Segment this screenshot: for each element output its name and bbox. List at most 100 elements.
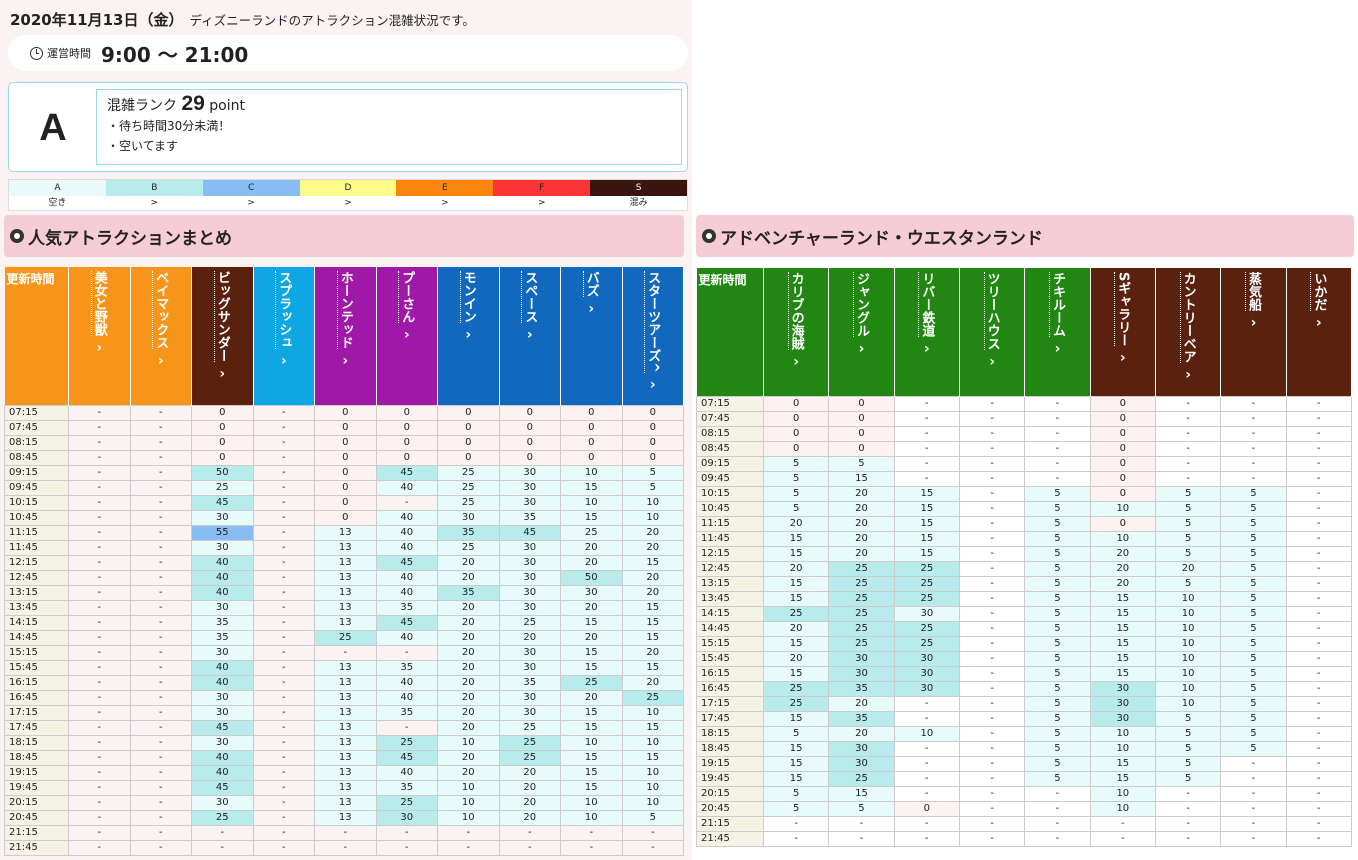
wait-time-cell: - [1154, 440, 1222, 457]
wait-time-cell: - [828, 815, 895, 832]
wait-time-cell: 0 [498, 404, 561, 421]
time-cell: 08:15 [4, 434, 69, 451]
attraction-header-link[interactable]: ベイマックス › [130, 267, 192, 405]
wait-time-cell: 20 [621, 569, 684, 586]
wait-time-cell: - [129, 554, 192, 571]
bullet-icon [702, 229, 716, 243]
attraction-header-link[interactable]: ビッグサンダー › [191, 267, 254, 405]
wait-time-cell: 35 [437, 524, 500, 541]
attraction-header-link[interactable]: リバー鉄道 › [894, 268, 960, 396]
wait-time-cell: - [1024, 785, 1091, 802]
wait-time-cell: - [893, 830, 960, 847]
wait-time-cell: 30 [893, 605, 960, 622]
wait-time-cell: 15 [1089, 650, 1156, 667]
wait-time-cell: - [129, 659, 192, 676]
time-cell: 21:45 [696, 830, 764, 847]
time-cell: 13:45 [4, 599, 69, 616]
time-cell: 20:15 [4, 794, 69, 811]
wait-time-cell: - [958, 590, 1026, 607]
hours-label: 運営時間 [47, 47, 91, 60]
wait-time-cell: - [1024, 815, 1091, 832]
wait-time-cell: 10 [621, 704, 684, 721]
wait-time-cell: - [1220, 830, 1287, 847]
wait-time-cell: - [1220, 800, 1287, 817]
wait-time-cell: 30 [1089, 695, 1156, 712]
attraction-name: 蒸気船 [1244, 272, 1261, 311]
chevron-right-icon: › [858, 341, 865, 357]
wait-time-cell: - [1285, 665, 1353, 682]
wait-time-cell: - [958, 575, 1026, 592]
wait-time-cell: - [375, 839, 438, 856]
wait-time-cell: 30 [828, 755, 895, 772]
attraction-header-link[interactable]: 美女と野獣 › [68, 267, 131, 405]
wait-time-cell: 45 [375, 749, 438, 766]
attraction-header-link[interactable]: モンイン › [437, 267, 500, 405]
table-row: 08:15 0 0- - -0- - - [696, 425, 1353, 442]
wait-time-cell: - [958, 755, 1026, 772]
wait-time-cell: - [1285, 530, 1353, 547]
attraction-header-link[interactable]: スペース › [499, 267, 561, 405]
attraction-header-link[interactable]: いかだ › [1286, 268, 1353, 396]
chevron-right-icon: › [526, 327, 533, 343]
attraction-header-link[interactable]: ツリーハウス › [959, 268, 1026, 396]
attraction-name: ホーンテッド [336, 271, 353, 349]
wait-time-cell: 30 [498, 659, 561, 676]
attraction-header-link[interactable]: スターツアーズ^ › [622, 267, 684, 405]
wait-time-cell: 13 [314, 734, 377, 751]
wait-time-cell: - [1285, 800, 1353, 817]
attraction-header-link[interactable]: ジャングル › [828, 268, 895, 396]
wait-time-cell: 40 [191, 749, 254, 766]
attraction-header-link[interactable]: スプラッシュ › [253, 267, 315, 405]
attraction-header-link[interactable]: カントリーベア › [1155, 268, 1222, 396]
attraction-header-link[interactable]: カリブの海賊 › [763, 268, 830, 396]
wait-time-cell: 25 [893, 560, 960, 577]
wait-time-cell: - [958, 770, 1026, 787]
wait-time-cell: 35 [828, 680, 895, 697]
rank-scale-legend: A 空き B > C > D > E > F > S 混み [8, 179, 688, 211]
table-row: 18:45- -40-13 45 20 25 15 15 [4, 749, 684, 766]
time-cell: 07:15 [4, 404, 69, 421]
attraction-header-link[interactable]: チキルーム › [1024, 268, 1091, 396]
wait-time-cell: 0 [375, 419, 438, 436]
wait-time-cell: 25 [437, 464, 500, 481]
wait-time-cell: 0 [498, 419, 561, 436]
attraction-header-link[interactable]: 蒸気船 › [1220, 268, 1287, 396]
time-cell: 11:15 [4, 524, 69, 541]
section-header-adventureland: アドベンチャーランド・ウエスタンランド [696, 215, 1354, 257]
attraction-name: 美女と野獣 [90, 271, 107, 336]
wait-time-cell: 13 [314, 599, 377, 616]
time-cell: 15:15 [4, 644, 69, 661]
wait-time-cell: 5 [621, 479, 684, 496]
wait-time-cell: - [1220, 470, 1287, 487]
wait-time-cell: 40 [375, 539, 438, 556]
table-row: 09:45- -25-0 40 25 30 15 5 [4, 479, 684, 496]
attraction-header-link[interactable]: Sギャラリー › [1090, 268, 1156, 396]
wait-time-cell: 40 [375, 584, 438, 601]
wait-time-cell: 10 [1154, 665, 1222, 682]
wait-time-cell: - [314, 839, 377, 856]
wait-time-cell: 0 [191, 404, 254, 421]
wait-time-cell: 15 [1089, 755, 1156, 772]
attraction-header-link[interactable]: バズ › [560, 267, 623, 405]
wait-time-cell: - [958, 545, 1026, 562]
time-cell: 13:15 [696, 575, 764, 592]
wait-time-cell: 30 [498, 464, 561, 481]
wait-time-cell: 40 [375, 764, 438, 781]
wait-time-cell: - [129, 524, 192, 541]
wait-time-cell: - [129, 404, 192, 421]
time-cell: 15:15 [696, 635, 764, 652]
wait-time-cell: 20 [828, 725, 895, 742]
attraction-header-link[interactable]: ホーンテッド › [314, 267, 377, 405]
header-row: 更新時間 美女と野獣 › ベイマックス › ビッグサンダー › スプラッシュ › ホーンテッド › プ… [4, 267, 684, 405]
wait-time-cell: 20 [498, 809, 561, 826]
wait-time-cell: - [1285, 590, 1353, 607]
wait-time-cell: 25 [762, 680, 830, 697]
wait-time-cell: 30 [498, 494, 561, 511]
attraction-header-link[interactable]: プーさん › [376, 267, 438, 405]
wait-time-cell: 0 [1089, 485, 1156, 502]
wait-time-cell: 15 [1089, 665, 1156, 682]
wait-time-cell: - [68, 479, 131, 496]
wait-time-cell: - [68, 419, 131, 436]
table-row: 14:45 20 25 25-5 15 10 5- [696, 620, 1353, 637]
chevron-right-icon: › [588, 301, 595, 317]
